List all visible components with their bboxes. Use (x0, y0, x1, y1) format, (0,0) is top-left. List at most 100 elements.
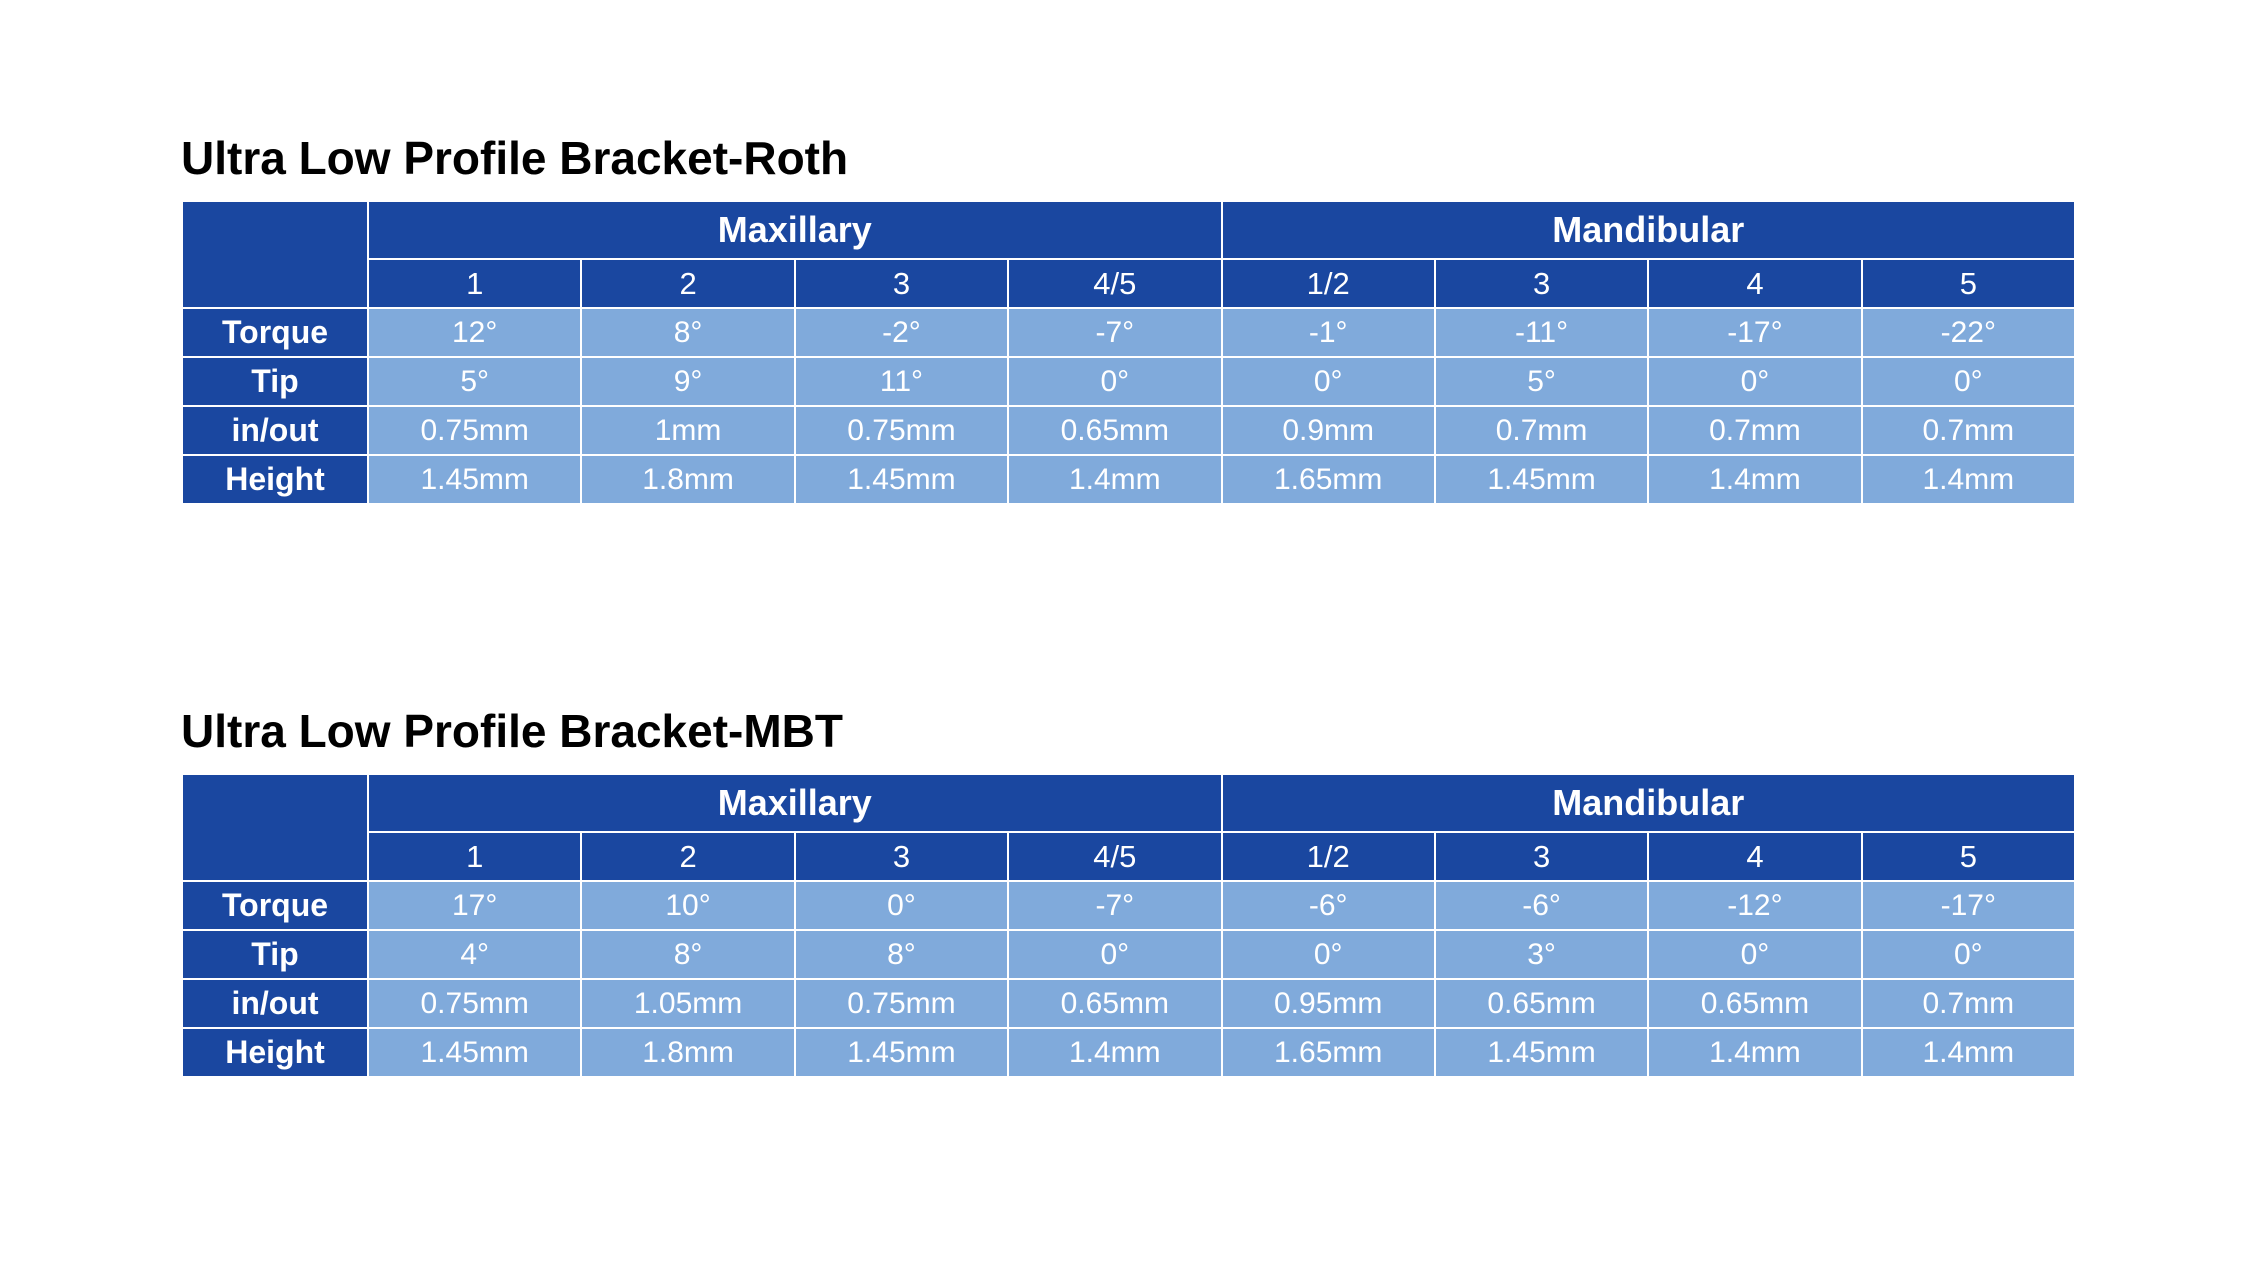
spec-table: Maxillary Mandibular 1 2 3 4/5 1/2 3 4 5 Torque 12°… (181, 200, 2077, 505)
data-cell: 0° (1647, 929, 1863, 980)
data-row: Torque 17° 10° 0° -7° -6° -6° -12° -17° (181, 880, 2077, 931)
data-cell: -2° (793, 307, 1010, 358)
column-header: 5 (1860, 831, 2077, 882)
data-cell: 1.4mm (1647, 454, 1863, 505)
data-cell: 4° (366, 929, 583, 980)
column-row: 1 2 3 4/5 1/2 3 4 5 (182, 831, 2077, 882)
data-cell: 0.65mm (1007, 405, 1223, 456)
table-title: Ultra Low Profile Bracket-Roth (181, 132, 849, 184)
data-cell: 0.75mm (366, 405, 583, 456)
column-header: 1 (366, 258, 583, 309)
table-block: Ultra Low Profile Bracket-MBT Maxillary Ma… (181, 705, 2077, 1078)
data-cell: 1.4mm (1860, 454, 2077, 505)
data-cell: 0.7mm (1647, 405, 1863, 456)
group-header: Maxillary (367, 200, 1223, 260)
column-header: 2 (580, 831, 796, 882)
data-cell: 0.95mm (1220, 978, 1436, 1029)
corner-cell (181, 200, 369, 309)
data-cell: -17° (1860, 880, 2077, 931)
data-row: in/out 0.75mm 1mm 0.75mm 0.65mm 0.9mm 0.7mm 0.7… (181, 405, 2077, 456)
data-cell: 1.8mm (580, 1027, 796, 1078)
data-row: Tip 5° 9° 11° 0° 0° 5° 0° 0° (181, 356, 2077, 407)
data-cell: -7° (1007, 880, 1223, 931)
column-header: 4 (1647, 831, 1863, 882)
column-header: 3 (1433, 831, 1650, 882)
data-cell: 0° (1007, 356, 1223, 407)
data-cell: 1.45mm (793, 1027, 1010, 1078)
column-header: 1/2 (1220, 831, 1436, 882)
column-header: 4 (1647, 258, 1863, 309)
data-cell: -6° (1433, 880, 1650, 931)
row-label: Torque (181, 307, 369, 358)
column-header: 3 (793, 831, 1010, 882)
data-cell: 9° (580, 356, 796, 407)
data-cell: 8° (580, 307, 796, 358)
data-cell: 0° (1860, 929, 2077, 980)
column-header: 4/5 (1007, 831, 1223, 882)
data-cell: 0.75mm (793, 978, 1010, 1029)
group-row: Maxillary Mandibular (181, 200, 2076, 309)
data-cell: -7° (1007, 307, 1223, 358)
group-row: Maxillary Mandibular (181, 773, 2076, 882)
column-header: 1 (366, 831, 583, 882)
row-label: Height (181, 1027, 369, 1078)
data-cell: 1.4mm (1860, 1027, 2077, 1078)
data-cell: 8° (793, 929, 1010, 980)
data-cell: 0° (1007, 929, 1223, 980)
data-cell: 0.7mm (1860, 978, 2077, 1029)
column-header: 1/2 (1220, 258, 1436, 309)
data-cell: 5° (1433, 356, 1650, 407)
data-cell: 8° (580, 929, 796, 980)
table-block: Ultra Low Profile Bracket-Roth Maxillary M… (181, 132, 2077, 505)
data-cell: 0.7mm (1860, 405, 2077, 456)
data-cell: 0.9mm (1220, 405, 1436, 456)
data-cell: 1.4mm (1647, 1027, 1863, 1078)
data-cell: 0.65mm (1433, 978, 1650, 1029)
table-body: Maxillary Mandibular 1 2 3 4/5 1/2 3 4 5 Torque 17°… (181, 773, 2077, 1078)
data-cell: 1.8mm (580, 454, 796, 505)
data-row: Torque 12° 8° -2° -7° -1° -11° -17° -22° (181, 307, 2077, 358)
data-cell: 1.45mm (1433, 454, 1650, 505)
data-cell: 1.4mm (1007, 1027, 1223, 1078)
data-row: in/out 0.75mm 1.05mm 0.75mm 0.65mm 0.95mm 0.65… (181, 978, 2077, 1029)
data-cell: 0° (1220, 356, 1436, 407)
data-cell: 0.65mm (1007, 978, 1223, 1029)
table-body: Maxillary Mandibular 1 2 3 4/5 1/2 3 4 5 Torque 12°… (181, 200, 2077, 505)
data-cell: 0.75mm (366, 978, 583, 1029)
row-label: Tip (181, 929, 369, 980)
data-row: Tip 4° 8° 8° 0° 0° 3° 0° 0° (181, 929, 2077, 980)
row-label: in/out (181, 405, 369, 456)
group-header: Mandibular (1220, 200, 2076, 260)
data-row: Height 1.45mm 1.8mm 1.45mm 1.4mm 1.65mm 1.45mm… (181, 1027, 2077, 1078)
spec-table: Maxillary Mandibular 1 2 3 4/5 1/2 3 4 5 Torque 17°… (181, 773, 2077, 1078)
column-header: 3 (1433, 258, 1650, 309)
data-cell: 10° (580, 880, 796, 931)
data-row: Height 1.45mm 1.8mm 1.45mm 1.4mm 1.65mm 1.45mm… (181, 454, 2077, 505)
data-cell: 1.45mm (366, 454, 583, 505)
data-cell: 1.65mm (1220, 454, 1436, 505)
data-cell: 0° (1860, 356, 2077, 407)
data-cell: -11° (1433, 307, 1650, 358)
column-header: 5 (1860, 258, 2077, 309)
data-cell: 1.45mm (793, 454, 1010, 505)
data-cell: 12° (366, 307, 583, 358)
data-cell: 1.45mm (1433, 1027, 1650, 1078)
data-cell: 0.7mm (1433, 405, 1650, 456)
data-cell: 0° (793, 880, 1010, 931)
data-cell: 11° (793, 356, 1010, 407)
data-cell: -1° (1220, 307, 1436, 358)
column-row: 1 2 3 4/5 1/2 3 4 5 (182, 258, 2077, 309)
column-header: 2 (580, 258, 796, 309)
data-cell: 3° (1433, 929, 1650, 980)
data-cell: 1.45mm (366, 1027, 583, 1078)
data-cell: 1mm (580, 405, 796, 456)
table-title: Ultra Low Profile Bracket-MBT (181, 705, 843, 757)
data-cell: 5° (366, 356, 583, 407)
data-cell: -22° (1860, 307, 2077, 358)
row-label: Tip (181, 356, 369, 407)
group-header: Maxillary (367, 773, 1223, 833)
row-label: Torque (181, 880, 369, 931)
data-cell: 0.75mm (793, 405, 1010, 456)
data-cell: 1.65mm (1220, 1027, 1436, 1078)
